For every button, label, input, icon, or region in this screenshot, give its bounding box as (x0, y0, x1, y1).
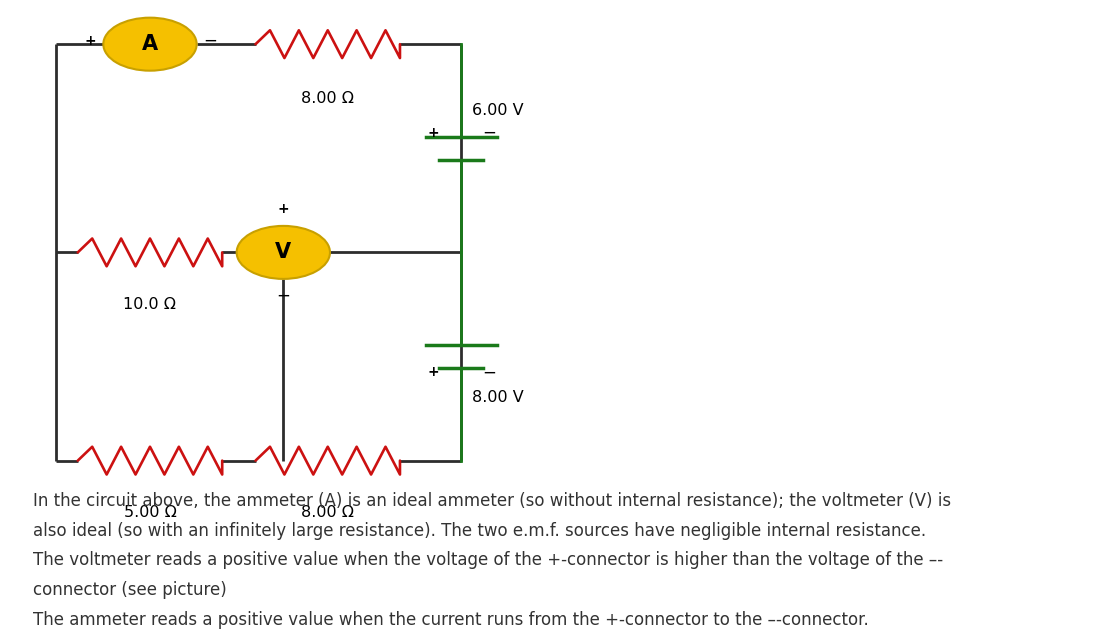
Text: +: + (84, 34, 96, 48)
Text: 8.00 Ω: 8.00 Ω (301, 91, 354, 107)
Text: −: − (482, 124, 496, 141)
Circle shape (237, 226, 330, 279)
Text: 8.00 V: 8.00 V (472, 390, 524, 405)
Text: −: − (277, 286, 290, 305)
Text: The voltmeter reads a positive value when the voltage of the +-connector is high: The voltmeter reads a positive value whe… (33, 551, 943, 570)
Text: The ammeter reads a positive value when the current runs from the +-connector to: The ammeter reads a positive value when … (33, 611, 869, 629)
Circle shape (103, 18, 197, 71)
Text: In the circuit above, the ammeter (A) is an ideal ammeter (so without internal r: In the circuit above, the ammeter (A) is… (33, 492, 951, 510)
Text: V: V (276, 242, 291, 262)
Text: connector (see picture): connector (see picture) (33, 581, 227, 599)
Text: −: − (203, 32, 217, 50)
Text: 6.00 V: 6.00 V (472, 103, 523, 118)
Text: −: − (482, 363, 496, 381)
Text: 8.00 Ω: 8.00 Ω (301, 505, 354, 520)
Text: +: + (428, 365, 439, 379)
Text: 5.00 Ω: 5.00 Ω (123, 505, 177, 520)
Text: +: + (428, 126, 439, 139)
Text: A: A (142, 34, 158, 54)
Text: 10.0 Ω: 10.0 Ω (123, 297, 177, 312)
Text: also ideal (so with an infinitely large resistance). The two e.m.f. sources have: also ideal (so with an infinitely large … (33, 522, 927, 540)
Text: +: + (278, 203, 289, 216)
